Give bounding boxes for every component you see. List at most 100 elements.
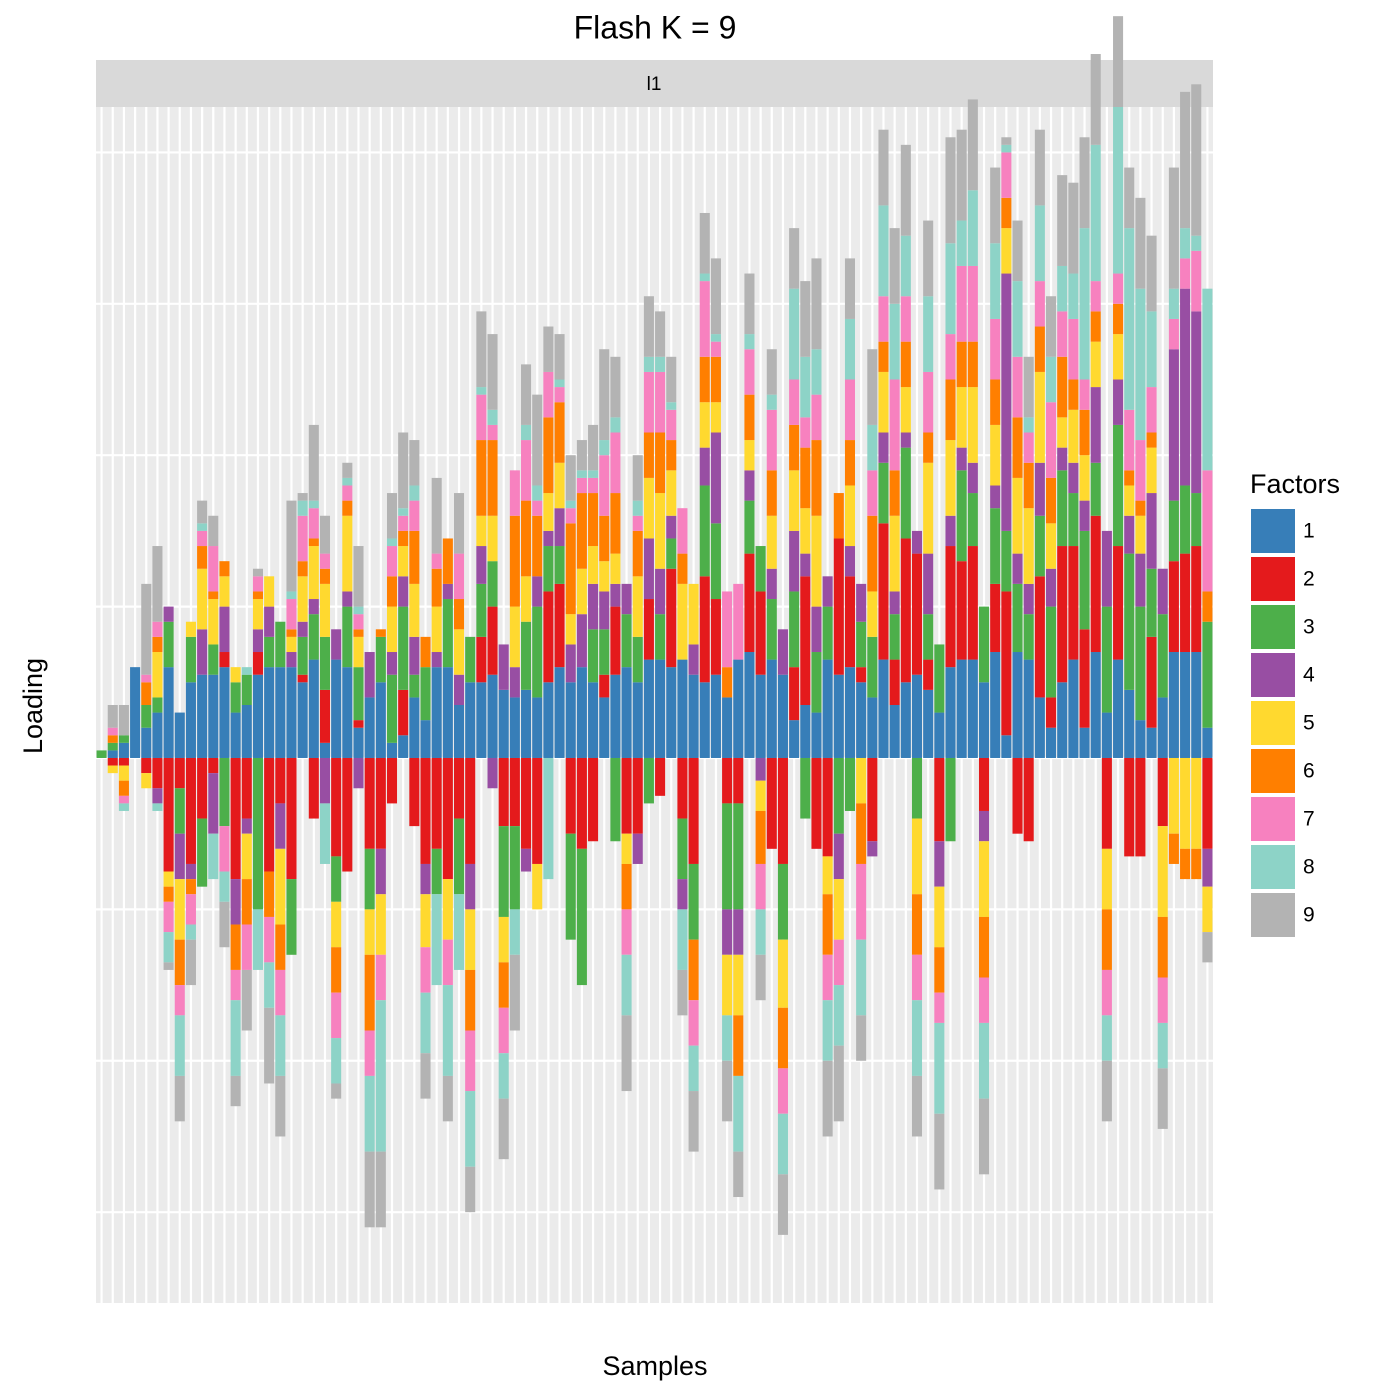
bar-segment	[141, 773, 152, 789]
bar-segment	[867, 470, 878, 516]
bar-segment	[532, 606, 543, 698]
bar-segment	[163, 932, 174, 963]
bar-segment	[588, 424, 599, 471]
bar-segment	[967, 387, 978, 463]
bar-segment	[1012, 281, 1023, 357]
bar-segment	[856, 1015, 867, 1061]
bar-segment	[1046, 296, 1057, 357]
bar-segment	[543, 682, 554, 758]
bar-segment	[1135, 553, 1146, 607]
bar-segment	[465, 1091, 476, 1167]
bar-segment	[900, 144, 911, 236]
bar-segment	[722, 591, 733, 668]
bar-segment	[331, 947, 342, 993]
bar-segment	[1168, 167, 1179, 289]
bar-segment	[856, 803, 867, 864]
bar-segment	[699, 356, 710, 403]
bar-segment	[118, 765, 129, 781]
bar-segment	[621, 757, 632, 834]
bar-segment	[431, 667, 442, 758]
bar-segment	[867, 591, 878, 637]
bar-segment	[621, 833, 632, 864]
bar-segment	[409, 674, 420, 698]
bar-segment	[822, 1000, 833, 1061]
bar-segment	[844, 379, 856, 441]
bar-segment	[1157, 1068, 1168, 1129]
bar-segment	[710, 334, 721, 342]
bar-segment	[386, 576, 398, 607]
bar-segment	[889, 470, 900, 516]
bar-segment	[844, 757, 856, 811]
bar-segment	[431, 848, 442, 895]
bar-segment	[1146, 311, 1157, 388]
bar-segment	[1135, 288, 1146, 441]
bar-segment	[431, 553, 442, 569]
bar-segment	[1180, 228, 1191, 259]
bar-segment	[398, 515, 409, 531]
bar-segment	[1046, 523, 1057, 569]
bar-segment	[599, 591, 610, 630]
bar-segment	[990, 485, 1001, 509]
bar-segment	[521, 364, 532, 425]
bar-segment	[308, 424, 319, 501]
bar-segment	[1113, 16, 1124, 107]
bar-segment	[543, 546, 554, 592]
bar-segment	[398, 432, 409, 509]
bar-segment	[867, 424, 878, 471]
bar-segment	[197, 674, 208, 758]
bar-segment	[208, 599, 219, 645]
bar-segment	[498, 644, 509, 690]
bar-segment	[532, 500, 543, 516]
bar-segment	[666, 409, 677, 441]
bar-segment	[632, 636, 643, 683]
bar-segment	[509, 954, 520, 1031]
bar-segment	[509, 667, 520, 698]
bar-segment	[856, 863, 867, 940]
bar-segment	[476, 394, 487, 441]
bar-segment	[163, 606, 174, 622]
bar-segment	[197, 629, 208, 675]
bar-segment	[699, 485, 710, 577]
bar-segment	[1191, 250, 1202, 312]
bar-segment	[420, 863, 431, 895]
bar-segment	[420, 894, 431, 948]
bar-segment	[118, 803, 129, 811]
bar-segment	[800, 447, 811, 509]
bar-segment	[1068, 659, 1079, 758]
bar-segment	[599, 455, 610, 516]
bar-segment	[956, 659, 967, 758]
bar-segment	[710, 258, 721, 335]
bar-segment	[978, 606, 990, 683]
bar-segment	[319, 803, 331, 864]
bar-segment	[431, 568, 442, 607]
bar-segment	[264, 576, 275, 607]
bar-segment	[465, 757, 476, 864]
bar-segment	[1057, 265, 1068, 312]
y-axis-title: Loading	[18, 658, 48, 754]
bar-segment	[543, 417, 554, 494]
bar-segment	[610, 674, 621, 758]
bar-segment	[1157, 614, 1168, 698]
bar-segment	[442, 757, 453, 880]
bar-segment	[632, 455, 643, 501]
bar-segment	[610, 417, 621, 433]
bar-segment	[319, 515, 331, 554]
bar-segment	[811, 394, 822, 441]
bar-segment	[197, 757, 208, 819]
bar-segment	[643, 599, 654, 660]
bar-segment	[152, 546, 163, 622]
bar-segment	[342, 485, 353, 501]
bar-segment	[286, 500, 297, 592]
bar-segment	[722, 954, 733, 1016]
bar-segment	[789, 228, 800, 289]
bar-segment	[264, 962, 275, 1008]
bar-segment	[1090, 311, 1101, 342]
bar-segment	[699, 402, 710, 448]
bar-segment	[822, 576, 833, 607]
bar-segment	[230, 969, 241, 1001]
bar-segment	[509, 909, 520, 955]
bar-segment	[990, 652, 1001, 758]
bar-segment	[1001, 137, 1012, 145]
bar-segment	[777, 757, 788, 864]
bar-segment	[956, 447, 967, 471]
